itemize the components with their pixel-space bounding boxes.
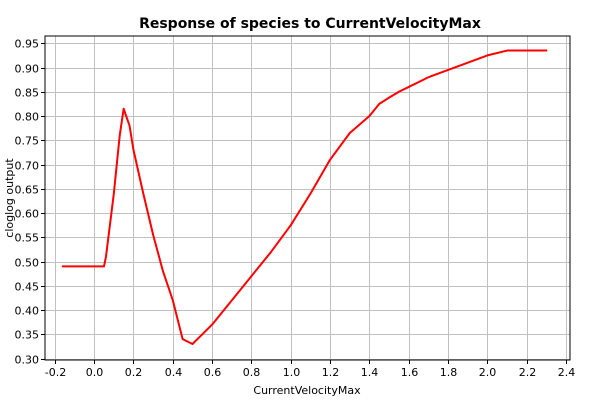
y-tick-label: 0.45 — [15, 281, 40, 294]
series-layer — [61, 49, 548, 345]
x-tick-label: 1.6 — [401, 366, 419, 379]
y-tick-label: 0.70 — [15, 160, 40, 173]
x-axis-label: CurrentVelocityMax — [253, 384, 361, 397]
y-tick-label: 0.80 — [15, 111, 40, 124]
x-tick-label: 0.2 — [125, 366, 143, 379]
plot-border — [44, 35, 571, 361]
y-axis: 0.30 0.35 0.40 0.45 0.50 0.55 0.60 0.65 0.70 0.75… — [15, 38, 45, 367]
x-tick-label: 0.0 — [86, 366, 104, 379]
x-axis: -0.2 0.0 0.2 0.4 0.6 0.8 1.0 1.2 1.4 1.6 1.8 2.0 2.2… — [45, 360, 575, 379]
x-tick-label: 2.0 — [479, 366, 497, 379]
x-tick-label: 1.2 — [322, 366, 340, 379]
x-tick-label: 2.2 — [519, 366, 537, 379]
x-tick-label: -0.2 — [45, 366, 66, 379]
y-tick-label: 0.75 — [15, 135, 40, 148]
y-tick-label: 0.30 — [15, 354, 40, 367]
y-tick-label: 0.90 — [15, 63, 40, 76]
x-tick-label: 1.0 — [283, 366, 301, 379]
x-tick-label: 1.8 — [440, 366, 458, 379]
y-tick-label: 0.60 — [15, 208, 40, 221]
y-tick-label: 0.95 — [15, 38, 40, 51]
x-tick-label: 0.8 — [243, 366, 261, 379]
y-tick-label: 0.35 — [15, 329, 40, 342]
x-tick-label: 0.6 — [204, 366, 222, 379]
response-curve-line — [61, 49, 548, 345]
y-tick-label: 0.85 — [15, 87, 40, 100]
x-tick-label: 0.4 — [165, 366, 183, 379]
y-tick-label: 0.50 — [15, 257, 40, 270]
y-tick-label: 0.40 — [15, 305, 40, 318]
y-tick-label: 0.55 — [15, 232, 40, 245]
y-axis-label: cloglog output — [3, 158, 16, 238]
x-tick-label: 2.4 — [558, 366, 576, 379]
y-tick-label: 0.65 — [15, 184, 40, 197]
x-tick-label: 1.4 — [361, 366, 379, 379]
chart-title: Response of species to CurrentVelocityMa… — [139, 16, 481, 32]
